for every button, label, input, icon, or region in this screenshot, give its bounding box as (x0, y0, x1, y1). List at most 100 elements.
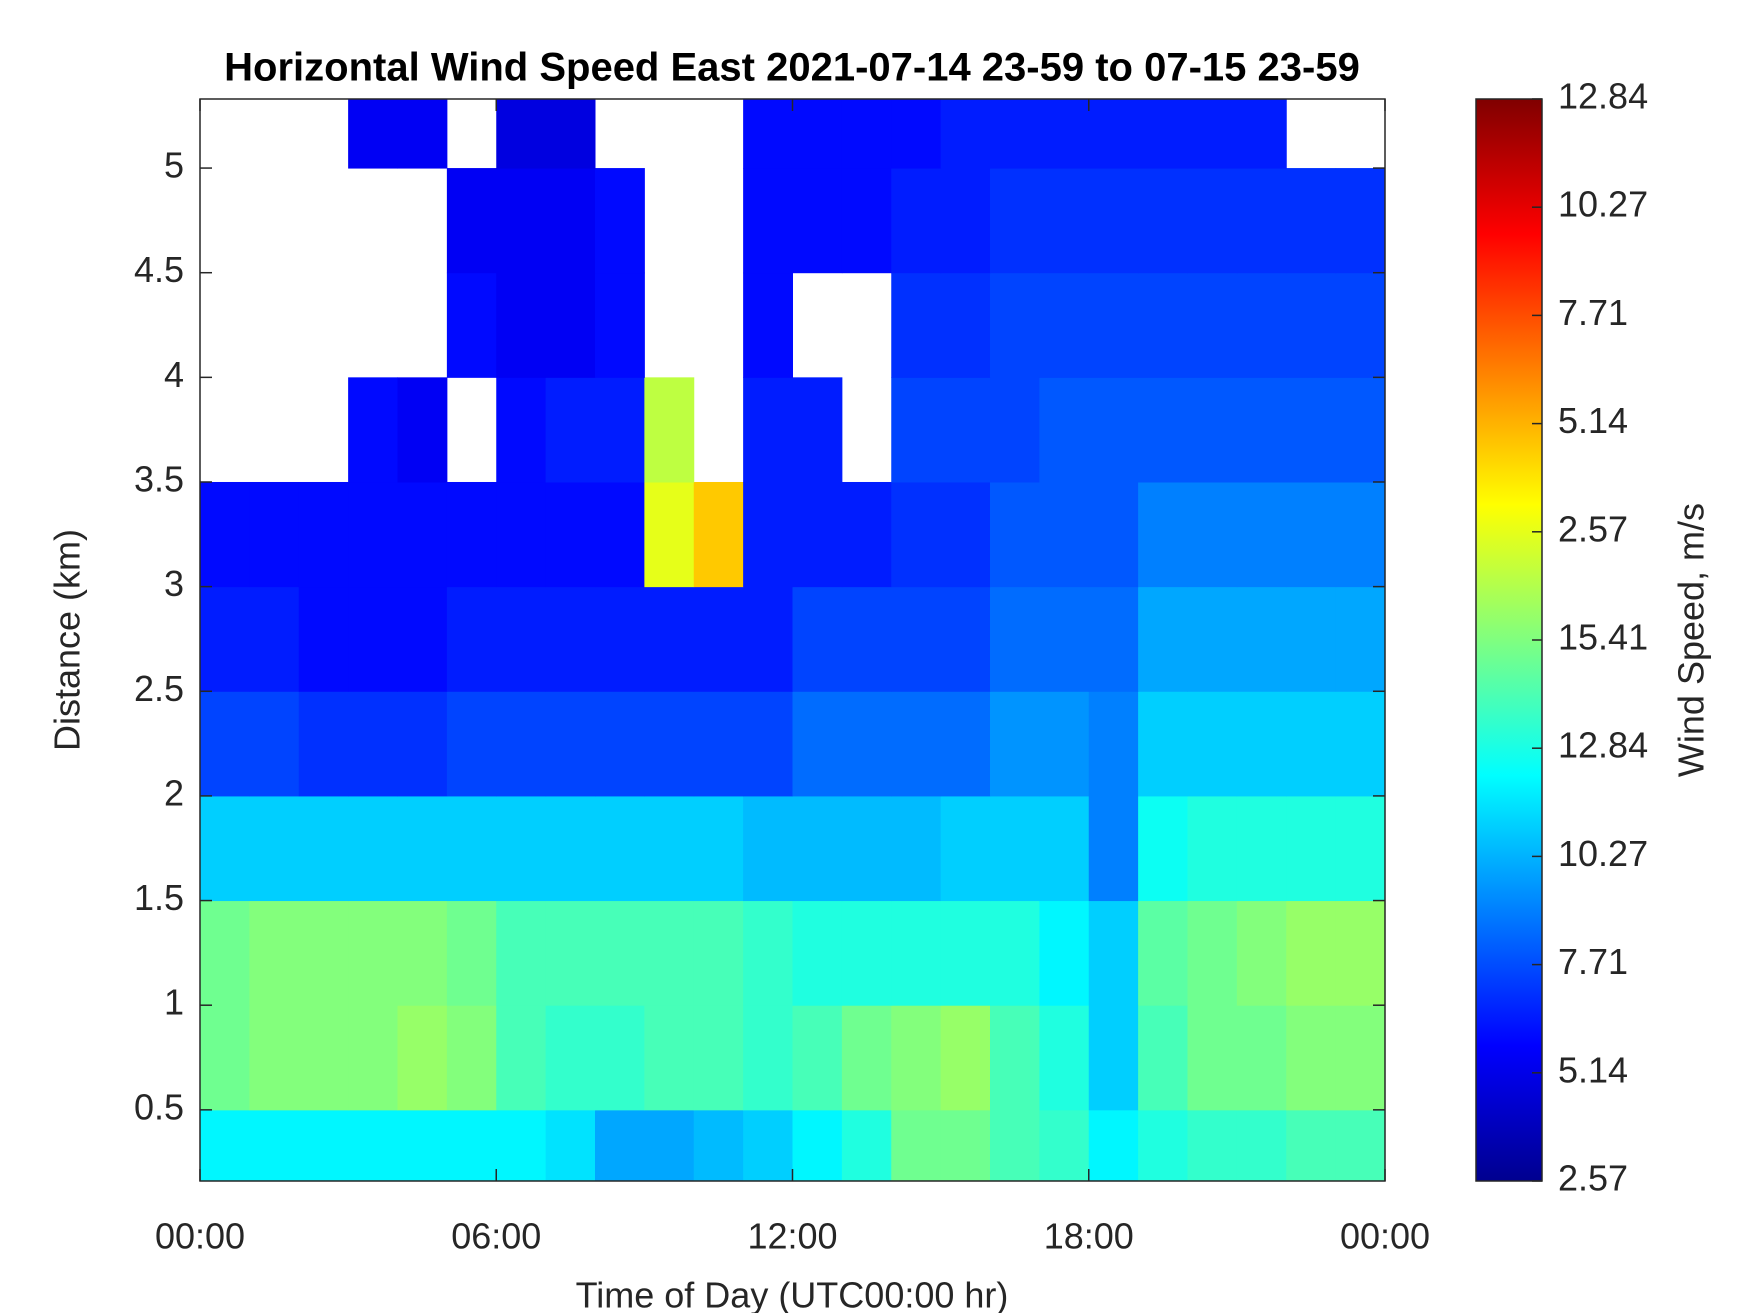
heatmap-cell (200, 795, 250, 902)
heatmap-cell (348, 691, 398, 797)
heatmap-cell (644, 691, 695, 797)
heatmap-cell (1187, 691, 1238, 797)
heatmap-cell (496, 272, 547, 378)
heatmap-cell (841, 481, 892, 588)
heatmap-cell (1088, 99, 1139, 169)
heatmap-cell (397, 691, 448, 797)
heatmap-cell (1088, 481, 1139, 588)
heatmap-cell (841, 1109, 892, 1181)
heatmap-cell (1286, 795, 1337, 902)
heatmap-cell (496, 377, 547, 483)
heatmap-cell (1236, 795, 1287, 902)
colorbar-label: Wind Speed, m/s (1671, 503, 1712, 777)
heatmap-cell (1187, 168, 1238, 274)
heatmap-cell (1039, 481, 1090, 588)
heatmap-cell (496, 99, 547, 169)
heatmap-cell (200, 481, 250, 588)
heatmap-cell (1187, 272, 1238, 378)
y-tick-label: 4.5 (134, 249, 184, 290)
heatmap-cell (990, 481, 1040, 588)
y-tick-label: 3 (164, 563, 184, 604)
heatmap-cell (891, 272, 942, 378)
heatmap-cell (348, 900, 398, 1006)
heatmap-cell (891, 1005, 942, 1111)
heatmap-cell (1236, 900, 1287, 1006)
heatmap-cell (693, 795, 744, 902)
heatmap-cell (298, 481, 349, 588)
heatmap-cell (1039, 168, 1090, 274)
colorbar-tick-label: 5.14 (1558, 1049, 1628, 1090)
heatmap-cell (1088, 900, 1139, 1006)
heatmap-cell (1138, 168, 1188, 274)
heatmap-cell (348, 795, 398, 902)
heatmap-cell (1236, 168, 1287, 274)
heatmap-cell (298, 900, 349, 1006)
heatmap-cell (545, 272, 596, 378)
heatmap-cell (1187, 795, 1238, 902)
heatmap-cell (200, 691, 250, 797)
heatmap-cell (940, 586, 991, 692)
heatmap-cell (545, 795, 596, 902)
x-tick-label: 12:00 (747, 1216, 837, 1257)
heatmap-cell (1286, 481, 1337, 588)
heatmap-cell (1286, 900, 1337, 1006)
heatmap-cell (397, 99, 448, 169)
heatmap-cell (496, 481, 547, 588)
heatmap-cell (1286, 1005, 1337, 1111)
heatmap-cell (595, 272, 645, 378)
heatmap-cell (792, 795, 843, 902)
heatmap-cell (348, 1109, 398, 1181)
heatmap-cell (891, 795, 942, 902)
heatmap-cell (693, 481, 744, 588)
heatmap-cell (990, 900, 1040, 1006)
heatmap-cell (446, 1109, 497, 1181)
heatmap-cell (496, 900, 547, 1006)
heatmap-cell (841, 795, 892, 902)
heatmap-cell (743, 377, 793, 483)
heatmap-cell (644, 481, 695, 588)
heatmap-cell (940, 377, 991, 483)
heatmap-cell (545, 481, 596, 588)
heatmap-cell (891, 481, 942, 588)
colorbar-tick-label: 10.27 (1558, 184, 1648, 225)
heatmap-cell (743, 691, 793, 797)
heatmap-cell (1286, 586, 1337, 692)
heatmap-cell (743, 99, 793, 169)
heatmap-cell (1286, 377, 1337, 483)
heatmap-cell (891, 1109, 942, 1181)
heatmap-cell (644, 900, 695, 1006)
heatmap-cell (1335, 1109, 1385, 1181)
heatmap-cell (743, 1109, 793, 1181)
y-tick-label: 0.5 (134, 1086, 184, 1127)
colorbar (1475, 98, 1543, 1182)
heatmap-cell (446, 481, 497, 588)
colorbar-tick-label: 7.71 (1558, 941, 1628, 982)
heatmap-cell (1138, 377, 1188, 483)
heatmap-cell (792, 691, 843, 797)
heatmap-cell (792, 168, 843, 274)
heatmap-cell (1039, 1005, 1090, 1111)
heatmap-cell (1236, 1109, 1287, 1181)
heatmap-cell (990, 377, 1040, 483)
y-tick-label: 4 (164, 354, 184, 395)
heatmap-cell (891, 168, 942, 274)
heatmap-cell (595, 900, 645, 1006)
heatmap-cell (1187, 900, 1238, 1006)
heatmap-cell (1138, 1109, 1188, 1181)
heatmap-cell (1335, 1005, 1385, 1111)
heatmap-cell (446, 900, 497, 1006)
heatmap-cell (446, 1005, 497, 1111)
heatmap-cell (743, 272, 793, 378)
heatmap-cell (348, 586, 398, 692)
heatmap-cell (496, 691, 547, 797)
heatmap-cell (348, 99, 398, 169)
heatmap-cell (1335, 795, 1385, 902)
heatmap-cell (1138, 900, 1188, 1006)
heatmap-cell (1236, 586, 1287, 692)
heatmap-cell (743, 900, 793, 1006)
x-tick-label: 18:00 (1044, 1216, 1134, 1257)
heatmap-cell (1039, 900, 1090, 1006)
heatmap-cell (940, 1005, 991, 1111)
heatmap-cell (446, 795, 497, 902)
heatmap-cell (249, 481, 300, 588)
